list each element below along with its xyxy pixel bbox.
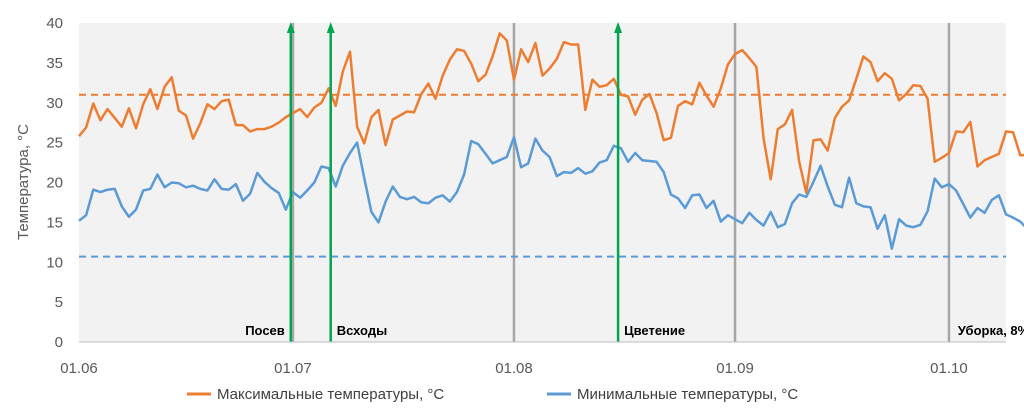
y-tick-label: 0 [55, 334, 63, 351]
y-tick-label: 35 [46, 55, 63, 72]
event-label: Всходы [337, 323, 387, 338]
event-arrow-head [326, 22, 335, 33]
x-tick-label: 01.06 [60, 360, 98, 377]
event-label: Уборка, 8% [958, 323, 1024, 338]
y-tick-label: 20 [46, 175, 63, 192]
y-tick-labels: 0 5 10 15 20 25 30 35 40 [46, 15, 63, 351]
y-tick-label: 10 [46, 254, 63, 271]
y-axis-title: Температура, °С [15, 124, 32, 240]
event-label: Посев [245, 323, 285, 338]
legend-label: Минимальные температуры, °С [577, 386, 798, 403]
x-tick-label: 01.07 [274, 360, 312, 377]
y-tick-label: 40 [46, 15, 63, 32]
legend: Максимальные температуры, °С Минимальные … [187, 386, 798, 403]
event-arrow-head [614, 22, 623, 33]
y-tick-label: 30 [46, 95, 63, 112]
series-line-min [78, 135, 1024, 250]
x-tick-label: 01.08 [495, 360, 533, 377]
event-arrow-head [286, 22, 295, 33]
x-tick-label: 01.09 [716, 360, 754, 377]
y-tick-label: 15 [46, 214, 63, 231]
event-label: Цветение [624, 323, 685, 338]
y-tick-label: 25 [46, 135, 63, 152]
y-tick-label: 5 [55, 294, 63, 311]
x-tick-label: 01.10 [930, 360, 968, 377]
x-tick-labels: 01.06 01.07 01.08 01.09 01.10 [60, 360, 968, 377]
event-markers: Посев Всходы Цветение Уборка, 8% [245, 22, 1024, 342]
legend-label: Максимальные температуры, °С [217, 386, 444, 403]
series-lines [78, 32, 1024, 250]
series-line-max [78, 32, 1024, 195]
